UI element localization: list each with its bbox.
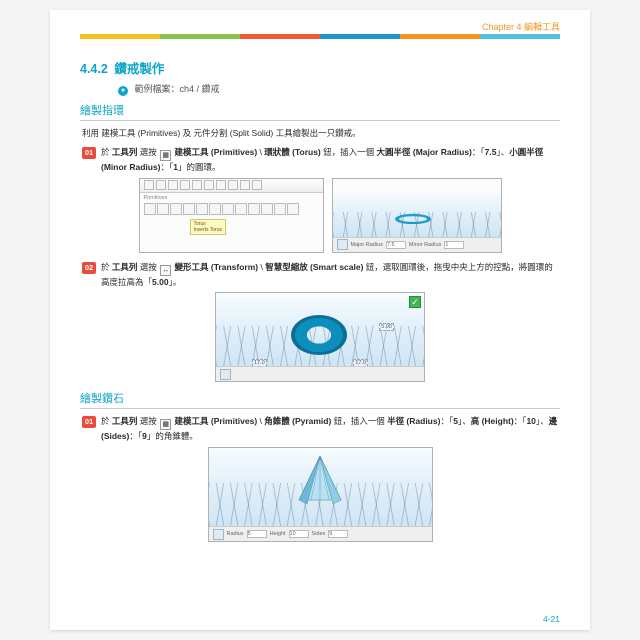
primitive-button[interactable] (287, 203, 299, 215)
torus-shape[interactable] (395, 213, 431, 223)
step-badge: 01 (82, 416, 96, 428)
primitive-button[interactable] (248, 203, 260, 215)
viewport-3d[interactable] (333, 192, 501, 237)
height-label: Height (270, 531, 286, 537)
step-text: 於 工具列 選按 ▦ 建模工具 (Primitives) \ 角錐體 (Pyra… (101, 415, 560, 443)
section-number: 4.4.2 (80, 62, 108, 76)
primitive-button[interactable] (235, 203, 247, 215)
page-content: 4.4.2 鑽戒製作 ● 範例檔案：ch4 / 鑽戒 繪製指環 利用 建模工具 … (80, 58, 560, 542)
toolbar-icon: ▦ (160, 150, 171, 161)
toolbar-button[interactable] (168, 180, 178, 190)
confirm-check-icon[interactable]: ✓ (409, 296, 421, 308)
step-badge: 02 (82, 262, 96, 274)
subheading-ring: 繪製指環 (80, 102, 560, 121)
toolbar-button[interactable] (180, 180, 190, 190)
param-strip: Radius 5 Height 10 Sides 9 (209, 526, 432, 541)
primitive-button[interactable] (209, 203, 221, 215)
bullet-icon: ● (118, 86, 128, 96)
pyramid-shape[interactable] (293, 454, 347, 510)
minor-radius-input[interactable]: 1 (444, 241, 464, 249)
screenshot-row-3: Radius 5 Height 10 Sides 9 (80, 447, 560, 542)
primitive-button[interactable] (274, 203, 286, 215)
height-input[interactable]: 10 (289, 530, 309, 538)
screenshot-primitives: Primitives Torus Inse (139, 178, 324, 253)
toolbar-button[interactable] (240, 180, 250, 190)
primitive-button[interactable] (261, 203, 273, 215)
primitive-button[interactable] (183, 203, 195, 215)
example-file: ● 範例檔案：ch4 / 鑽戒 (118, 82, 560, 96)
viewport-3d[interactable]: ✓ 17.0 5.00 17.0 (216, 293, 424, 366)
toolbar-button[interactable] (228, 180, 238, 190)
rainbow-divider (80, 34, 560, 39)
major-radius-input[interactable]: 7.5 (386, 241, 406, 249)
chapter-label: Chapter 4 編輯工具 (482, 20, 560, 33)
toolbar-button[interactable] (204, 180, 214, 190)
toolbar-button[interactable] (156, 180, 166, 190)
sides-input[interactable]: 9 (328, 530, 348, 538)
section-heading: 4.4.2 鑽戒製作 (80, 58, 560, 77)
step-text: 於 工具列 選按 ↔ 變形工具 (Transform) \ 智慧型縮放 (Sma… (101, 261, 560, 289)
ring-shape[interactable] (291, 315, 347, 355)
orientation-cube-icon[interactable] (337, 239, 348, 250)
toolbar-button[interactable] (216, 180, 226, 190)
toolbar-button[interactable] (144, 180, 154, 190)
primitive-button[interactable] (222, 203, 234, 215)
dimension-label: 5.00 (379, 323, 394, 331)
orientation-cube-icon[interactable] (213, 529, 224, 540)
subheading-diamond: 繪製鑽石 (80, 390, 560, 409)
primitive-button[interactable] (170, 203, 182, 215)
step-3: 01 於 工具列 選按 ▦ 建模工具 (Primitives) \ 角錐體 (P… (82, 415, 560, 443)
param-strip: Major Radius 7.5 Minor Radius 1 (333, 237, 501, 252)
orientation-cube-icon[interactable] (220, 369, 231, 380)
tooltip-desc: Inserts Torus (194, 227, 223, 233)
page-number: 4-21 (543, 614, 560, 624)
screenshot-torus: Major Radius 7.5 Minor Radius 1 (332, 178, 502, 253)
step-1: 01 於 工具列 選按 ▦ 建模工具 (Primitives) \ 環狀體 (T… (82, 146, 560, 174)
param-strip (216, 366, 424, 381)
toolbar-button[interactable] (252, 180, 262, 190)
toolbar-button[interactable] (192, 180, 202, 190)
step-text: 於 工具列 選按 ▦ 建模工具 (Primitives) \ 環狀體 (Toru… (101, 146, 560, 174)
screenshot-row-1: Primitives Torus Inse (80, 178, 560, 253)
tooltip: Torus Inserts Torus (190, 219, 227, 235)
sides-label: Sides (312, 531, 326, 537)
screenshot-row-2: ✓ 17.0 5.00 17.0 (80, 292, 560, 382)
minor-radius-label: Minor Radius (409, 242, 441, 248)
example-path: ch4 / 鑽戒 (180, 84, 220, 94)
step-badge: 01 (82, 147, 96, 159)
section-title: 鑽戒製作 (114, 62, 164, 76)
step-2: 02 於 工具列 選按 ↔ 變形工具 (Transform) \ 智慧型縮放 (… (82, 261, 560, 289)
document-page: Chapter 4 編輯工具 4.4.2 鑽戒製作 ● 範例檔案：ch4 / 鑽… (50, 10, 590, 630)
example-prefix: 範例檔案： (135, 84, 180, 94)
radius-label: Radius (227, 531, 244, 537)
primitive-button[interactable] (157, 203, 169, 215)
screenshot-smart-scale: ✓ 17.0 5.00 17.0 (215, 292, 425, 382)
app-toolbar (140, 179, 323, 193)
toolbar-icon: ↔ (160, 265, 171, 276)
primitives-label: Primitives (144, 195, 168, 201)
viewport-3d[interactable] (209, 448, 432, 526)
primitive-button[interactable] (196, 203, 208, 215)
radius-input[interactable]: 5 (247, 530, 267, 538)
primitives-row (144, 203, 319, 215)
intro-text: 利用 建模工具 (Primitives) 及 元件分割 (Split Solid… (82, 127, 560, 140)
primitive-button[interactable] (144, 203, 156, 215)
screenshot-pyramid: Radius 5 Height 10 Sides 9 (208, 447, 433, 542)
toolbar-icon: ▦ (160, 419, 171, 430)
major-radius-label: Major Radius (351, 242, 383, 248)
